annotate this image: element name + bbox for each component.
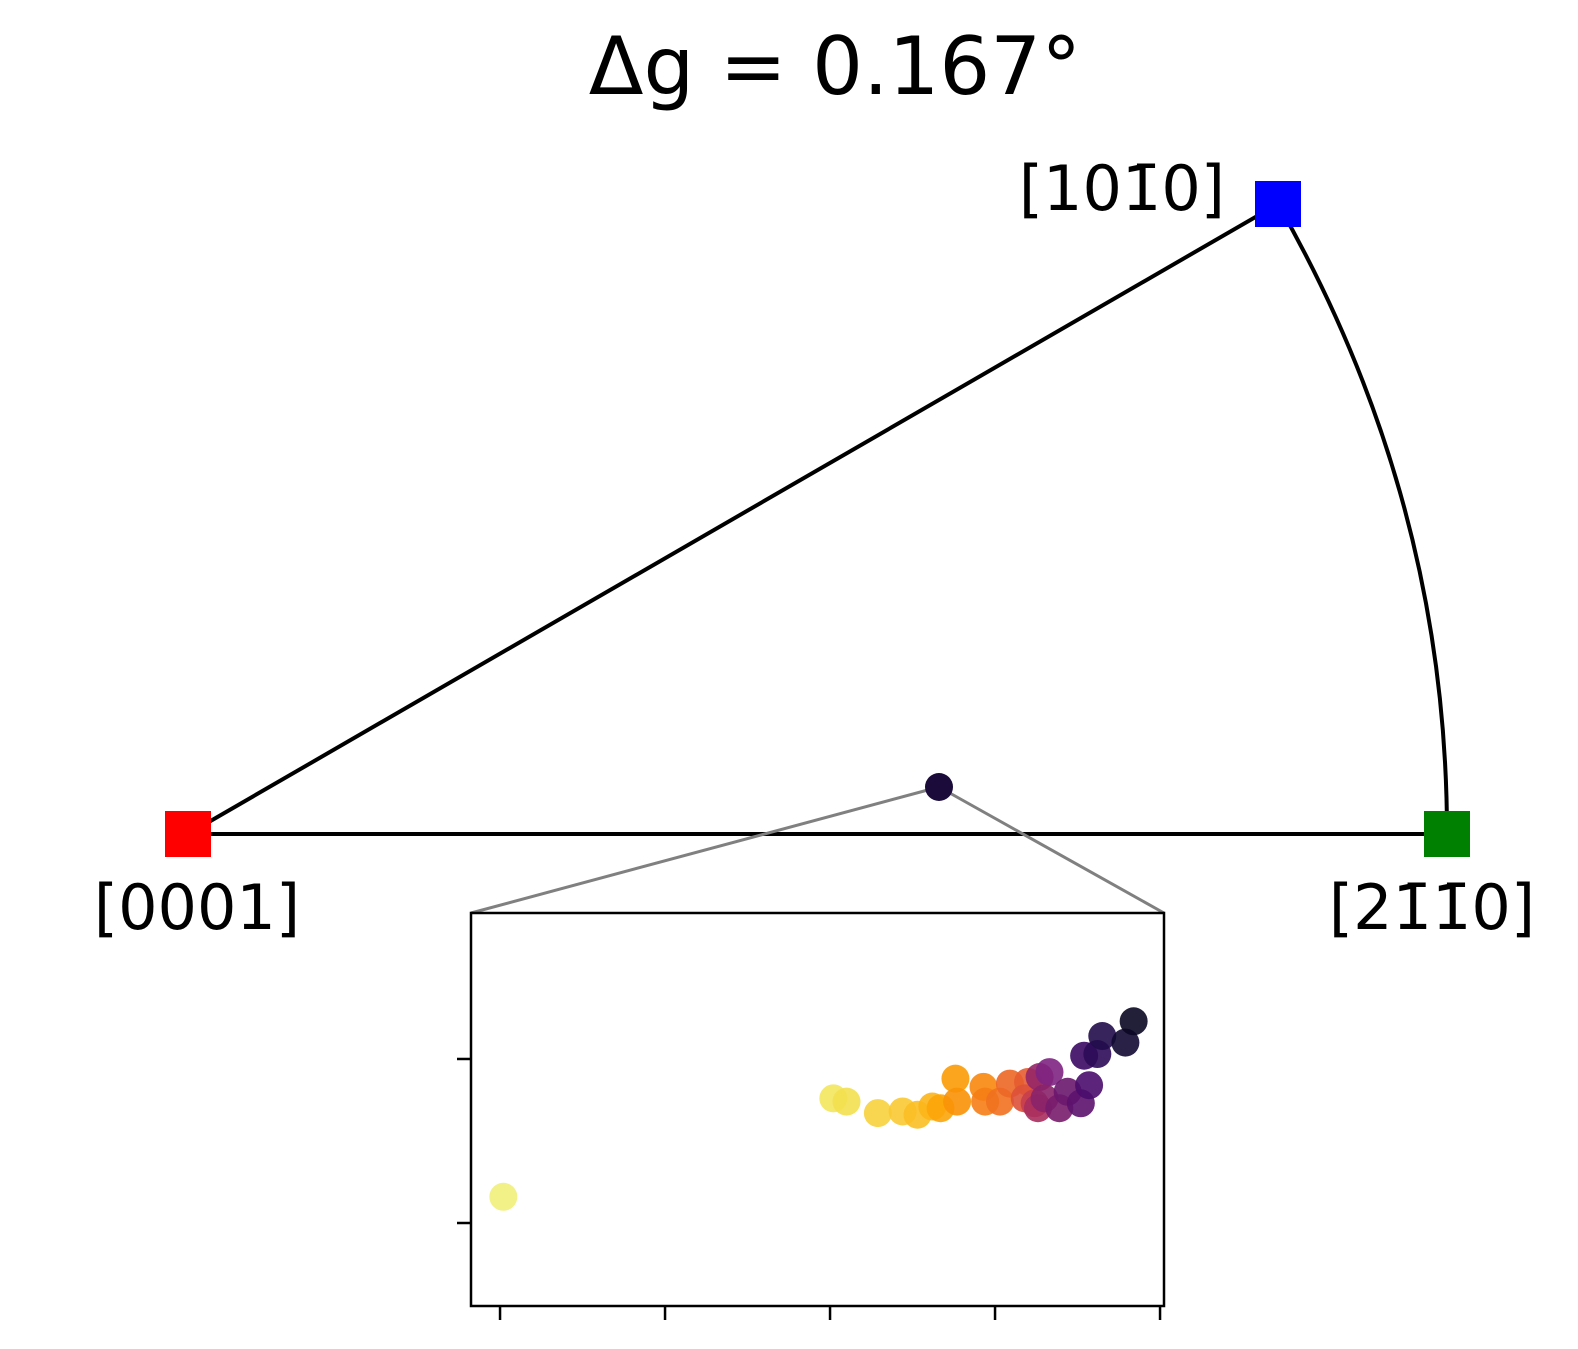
edge <box>1276 203 1449 835</box>
scatter-point <box>1111 1028 1140 1057</box>
pole-label: [0001] <box>94 871 300 944</box>
scatter-point <box>943 1087 972 1116</box>
scatter-point <box>1035 1058 1064 1087</box>
scatter-point <box>832 1087 861 1116</box>
pole-marker <box>1255 181 1301 227</box>
scatter-point <box>1075 1071 1104 1100</box>
pole-marker <box>1424 811 1470 857</box>
scatter-point <box>489 1182 518 1211</box>
scatter-point <box>1088 1022 1117 1051</box>
connector <box>938 785 1165 915</box>
scatter-point <box>1119 1007 1148 1036</box>
pole-label: [101̄0] <box>1019 152 1225 225</box>
pole-label: [21̄1̄0] <box>1329 871 1535 944</box>
scatter-point <box>863 1099 892 1128</box>
pole-marker <box>165 811 211 857</box>
connector <box>470 785 940 915</box>
edge <box>186 202 1280 836</box>
scatter-point <box>941 1064 970 1093</box>
zoom-point <box>925 773 953 801</box>
title: Δg = 0.167° <box>589 20 1081 113</box>
